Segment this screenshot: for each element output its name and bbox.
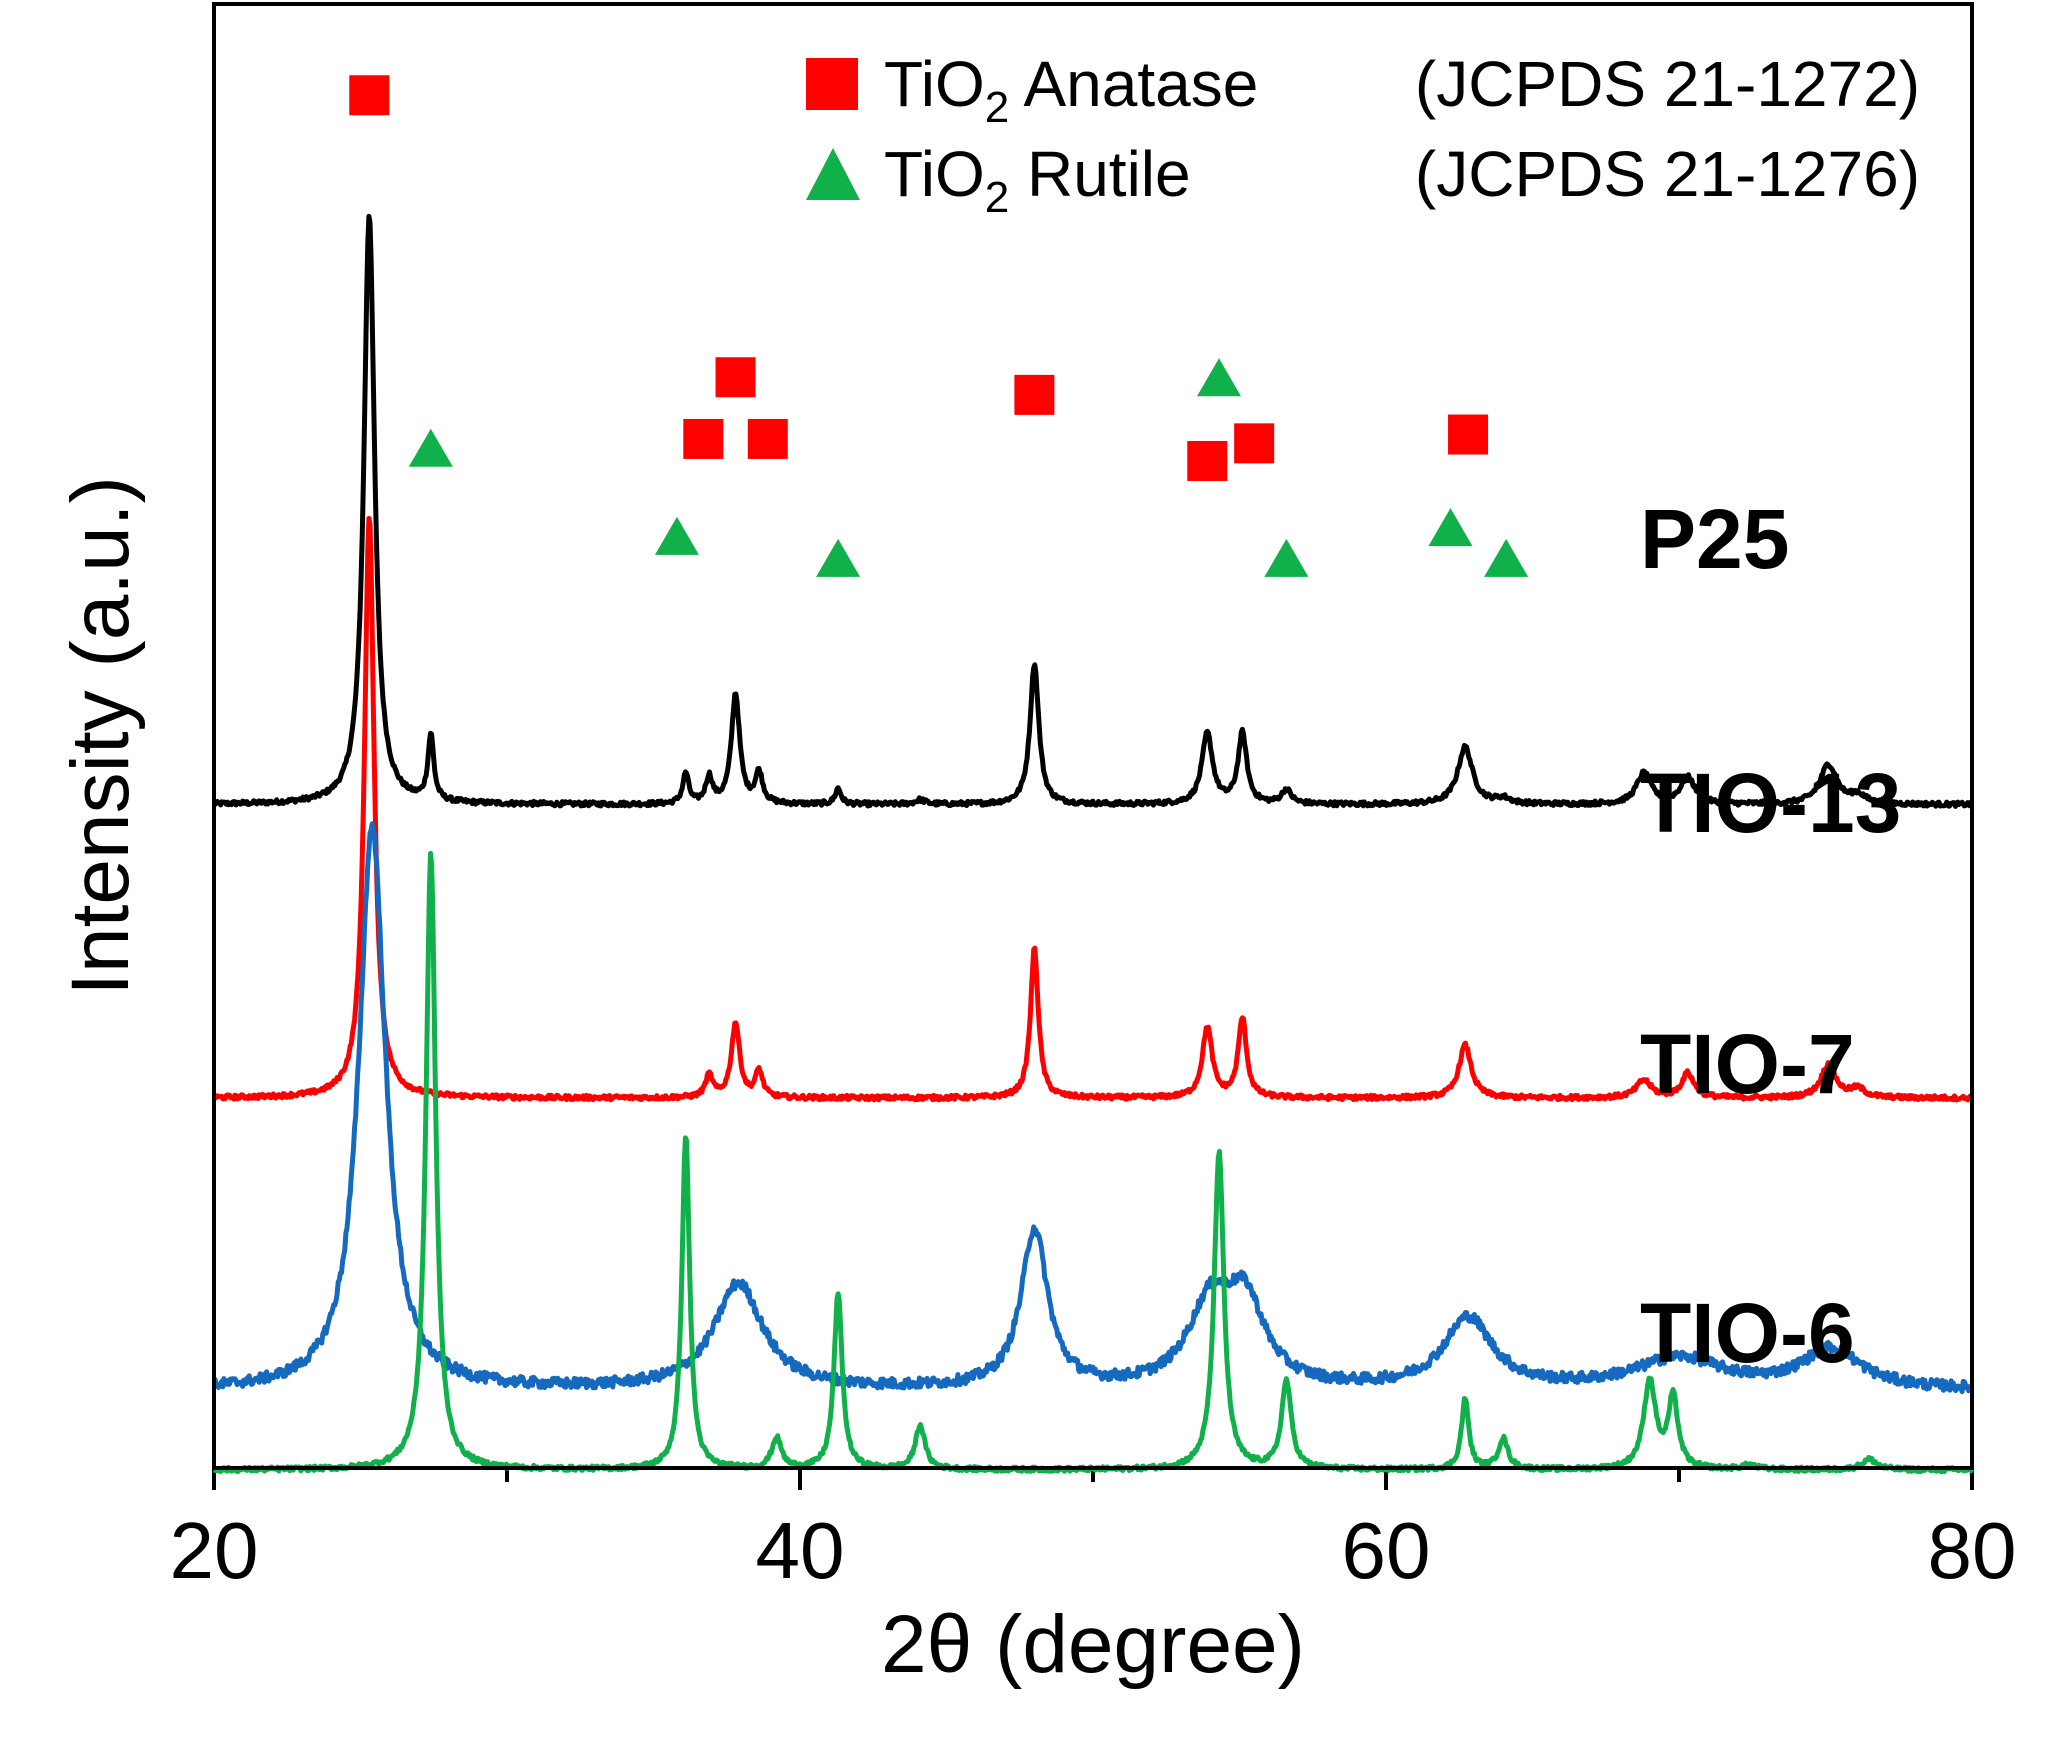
anatase-marker — [1448, 414, 1489, 455]
rutile-marker — [816, 538, 861, 577]
series-line-tio-13 — [212, 516, 1975, 1103]
anatase-marker — [1234, 423, 1275, 464]
y-axis-title: Intensity (a.u.) — [55, 476, 146, 996]
x-axis-title: 2θ (degree) — [881, 1599, 1305, 1690]
anatase-marker — [683, 418, 724, 459]
rutile-marker — [1196, 358, 1241, 397]
rutile-marker — [408, 428, 453, 467]
rutile-marker — [654, 516, 699, 555]
series-line-tio-7 — [211, 821, 1975, 1395]
anatase-marker — [349, 75, 390, 116]
series-label-tio-6: TIO-6 — [1640, 1286, 1855, 1380]
anatase-marker — [1187, 440, 1228, 481]
rutile-marker — [1264, 538, 1309, 577]
rutile-marker — [1428, 508, 1473, 547]
rutile-marker — [1484, 538, 1529, 577]
series-label-p25: P25 — [1640, 492, 1789, 586]
series-line-p25 — [211, 213, 1975, 809]
y-axis-title-text: Intensity (a.u.) — [55, 476, 146, 996]
series-labels: P25 TIO-13 TIO-7 TIO-6 — [1640, 492, 1901, 1380]
series-label-tio-13: TIO-13 — [1640, 756, 1901, 850]
legend-label: TiO2 Anatase — [884, 48, 1258, 132]
anatase-marker — [715, 357, 756, 398]
x-tick-label: 40 — [756, 1506, 845, 1595]
legend-rutile-marker — [806, 148, 860, 200]
legend-reference: (JCPDS 21-1276) — [1415, 138, 1920, 210]
x-tick-label: 60 — [1342, 1506, 1431, 1595]
anatase-marker — [747, 418, 788, 459]
x-tick-label: 20 — [170, 1506, 259, 1595]
legend-label: TiO2 Rutile — [884, 138, 1191, 222]
legend: TiO2 Anatase (JCPDS 21-1272) TiO2 Rutile (J… — [806, 48, 1920, 222]
plot-frame — [212, 2, 1974, 1470]
x-axis-title-text: 2θ (degree) — [881, 1599, 1305, 1690]
series-label-tio-7: TIO-7 — [1640, 1017, 1855, 1111]
anatase-marker — [1014, 374, 1055, 415]
legend-reference: (JCPDS 21-1272) — [1415, 48, 1920, 120]
x-tick-label: 80 — [1928, 1506, 2017, 1595]
axis-ticks: 20 40 60 80 — [170, 1468, 2017, 1595]
legend-anatase-marker — [806, 58, 858, 110]
phase-markers — [349, 75, 1529, 577]
